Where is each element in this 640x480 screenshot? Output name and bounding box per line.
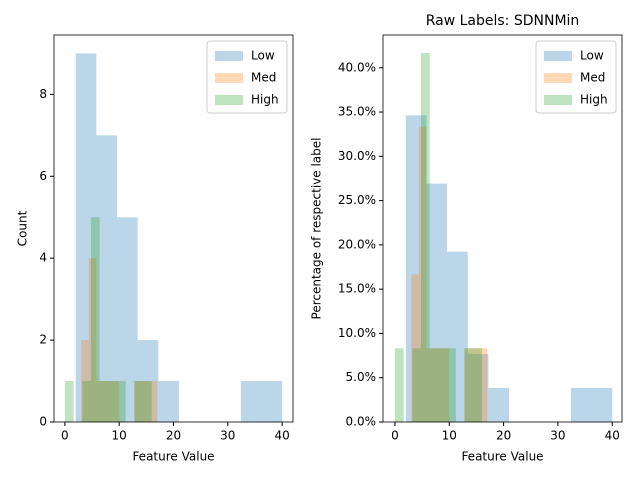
- histogram-bar: [141, 381, 150, 422]
- histogram-bar: [488, 387, 510, 422]
- legend: Low Med High: [206, 40, 288, 114]
- histogram-bar: [411, 274, 419, 422]
- legend-label: Med: [580, 71, 605, 85]
- legend-label: Low: [251, 49, 275, 63]
- histogram-bar: [464, 348, 474, 422]
- y-tick-label: 30.0%: [338, 149, 376, 163]
- histogram-bar: [137, 340, 159, 422]
- legend-label: High: [580, 93, 608, 107]
- histogram-bar: [82, 381, 91, 422]
- y-tick-label: 4: [39, 251, 47, 265]
- histogram-bar: [143, 381, 152, 422]
- x-tick-label: 10: [442, 429, 457, 443]
- histogram-bar: [134, 381, 144, 422]
- histogram-bar: [117, 217, 138, 422]
- histogram-bar: [421, 52, 430, 422]
- x-tick-label: 10: [112, 429, 127, 443]
- histogram-bar: [591, 387, 613, 422]
- y-tick-label: 25.0%: [338, 193, 376, 207]
- histogram-bar: [426, 183, 448, 422]
- histogram-bar: [412, 348, 422, 422]
- histogram-bar: [447, 348, 456, 422]
- x-tick-label: 30: [550, 429, 565, 443]
- y-tick-label: 40.0%: [338, 60, 376, 74]
- histogram-bar: [90, 217, 100, 422]
- histogram-bar: [240, 381, 262, 422]
- x-axis-label: Feature Value: [132, 450, 214, 464]
- histogram-bar: [438, 348, 448, 422]
- histogram-bar: [405, 115, 427, 422]
- y-tick-label: 0: [39, 415, 47, 429]
- histogram-bar: [479, 348, 488, 422]
- x-axis-label: Feature Value: [461, 450, 543, 464]
- x-tick-label: 0: [61, 429, 69, 443]
- legend: Low Med High: [535, 40, 617, 114]
- histogram-bar: [81, 340, 89, 422]
- histogram-bar: [75, 53, 97, 423]
- y-tick-label: 8: [39, 87, 47, 101]
- histogram-bar: [472, 348, 480, 422]
- histogram-bar: [149, 381, 158, 422]
- y-axis-label: Percentage of respective label: [310, 138, 324, 320]
- x-tick-label: 20: [166, 429, 181, 443]
- y-tick-label: 10.0%: [338, 326, 376, 340]
- legend-frame: [206, 40, 288, 114]
- histogram-bar: [96, 135, 118, 423]
- histogram-bar: [441, 348, 450, 422]
- legend-swatch: [215, 51, 243, 61]
- legend-label: Med: [251, 71, 276, 85]
- legend-label: Low: [580, 49, 604, 63]
- histogram-bar: [447, 251, 468, 422]
- y-tick-label: 35.0%: [338, 105, 376, 119]
- axes-frame: [382, 34, 623, 423]
- histogram-bar: [158, 381, 179, 422]
- y-axis-label: Count: [16, 210, 30, 246]
- y-tick-label: 20.0%: [338, 237, 376, 251]
- histogram-bar: [473, 348, 482, 422]
- legend-swatch: [215, 95, 243, 105]
- histogram-bar: [570, 387, 592, 422]
- histogram-bar: [108, 381, 118, 422]
- legend-swatch: [544, 73, 572, 83]
- histogram-bar: [426, 348, 435, 422]
- y-tick-label: 6: [39, 169, 47, 183]
- histogram-bar: [261, 381, 283, 422]
- x-tick-label: 40: [605, 429, 620, 443]
- y-tick-label: 2: [39, 333, 47, 347]
- legend-swatch: [544, 51, 572, 61]
- histogram-bar: [99, 381, 109, 422]
- histogram-bar: [464, 348, 473, 422]
- histogram-bar: [64, 381, 74, 422]
- x-tick-label: 30: [220, 429, 235, 443]
- legend-frame: [535, 40, 617, 114]
- histogram-bar: [88, 258, 97, 422]
- histogram-bar: [134, 381, 142, 422]
- histogram-bar: [434, 348, 442, 422]
- x-tick-label: 0: [391, 429, 399, 443]
- y-tick-label: 5.0%: [346, 370, 377, 384]
- chart-title: Raw Labels: SDNNMin: [426, 13, 580, 29]
- histogram-bar: [117, 381, 126, 422]
- legend-label: High: [251, 93, 279, 107]
- histogram-bar: [394, 348, 404, 422]
- y-tick-label: 0.0%: [346, 415, 377, 429]
- legend-swatch: [215, 73, 243, 83]
- histogram-bar: [103, 381, 112, 422]
- y-tick-label: 15.0%: [338, 282, 376, 296]
- histogram-bar: [429, 348, 439, 422]
- histogram-bar: [467, 353, 489, 422]
- histogram-bar: [96, 381, 104, 422]
- histogram-bar: [111, 381, 120, 422]
- x-tick-label: 20: [496, 429, 511, 443]
- legend-swatch: [544, 95, 572, 105]
- histogram-bar: [418, 126, 427, 422]
- x-tick-label: 40: [274, 429, 289, 443]
